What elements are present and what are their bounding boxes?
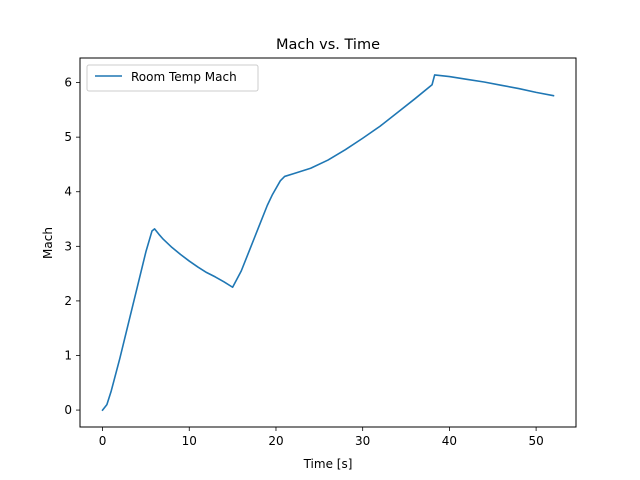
y-tick-label: 3 bbox=[64, 239, 72, 253]
x-tick-label: 20 bbox=[268, 434, 283, 448]
legend-label: Room Temp Mach bbox=[131, 70, 237, 84]
x-axis: 0 10 20 30 40 50 bbox=[99, 427, 544, 448]
y-tick-label: 2 bbox=[64, 294, 72, 308]
x-tick-label: 50 bbox=[528, 434, 543, 448]
legend: Room Temp Mach bbox=[86, 64, 259, 92]
x-tick-label: 30 bbox=[355, 434, 370, 448]
y-axis-title: Mach bbox=[41, 227, 55, 259]
series-line-0 bbox=[101, 74, 555, 412]
legend-box bbox=[86, 64, 259, 92]
y-axis: 0 1 2 3 4 5 6 bbox=[64, 76, 80, 417]
y-tick-label: 5 bbox=[64, 130, 72, 144]
y-tick-label: 1 bbox=[64, 348, 72, 362]
x-tick-label: 40 bbox=[442, 434, 457, 448]
y-tick-label: 0 bbox=[64, 403, 72, 417]
y-tick-label: 4 bbox=[64, 185, 72, 199]
plot-frame bbox=[79, 57, 577, 428]
series-layer bbox=[101, 74, 555, 412]
x-axis-title: Time [s] bbox=[303, 457, 353, 471]
y-tick-label: 6 bbox=[64, 76, 72, 90]
chart-title: Mach vs. Time bbox=[276, 37, 380, 53]
x-tick-label: 10 bbox=[182, 434, 197, 448]
x-tick-label: 0 bbox=[99, 434, 107, 448]
